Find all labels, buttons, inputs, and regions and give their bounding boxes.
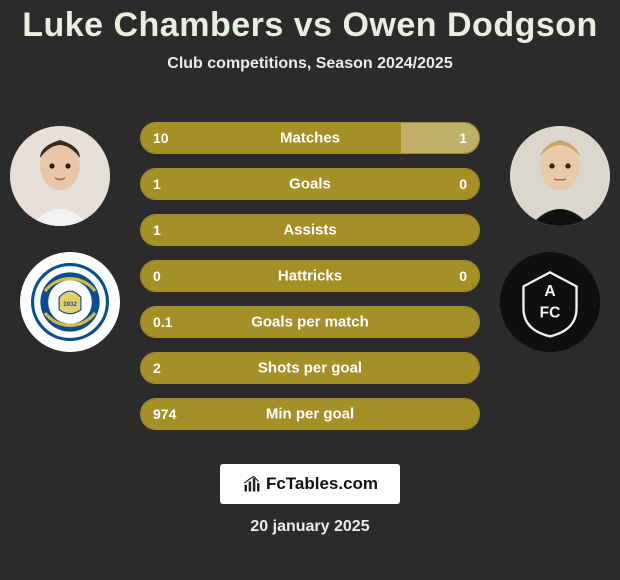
stat-row: 0.1 Goals per match	[140, 306, 480, 338]
subtitle: Club competitions, Season 2024/2025	[0, 55, 620, 73]
stat-value-left: 0	[153, 268, 161, 284]
branding-label: FcTables.com	[266, 474, 378, 494]
stat-value-left: 10	[153, 130, 169, 146]
club-left-logo: 1932	[20, 252, 120, 352]
page-title: Luke Chambers vs Owen Dodgson	[0, 0, 620, 45]
bar-fill-right	[401, 123, 479, 153]
stat-value-left: 974	[153, 406, 176, 422]
stat-value-right: 1	[459, 130, 467, 146]
stat-value-left: 1	[153, 176, 161, 192]
stat-label: Hattricks	[278, 268, 342, 285]
stat-row: 974 Min per goal	[140, 398, 480, 430]
stat-value-left: 0.1	[153, 314, 172, 330]
stat-label: Goals per match	[251, 314, 369, 331]
stat-label: Min per goal	[266, 406, 354, 423]
stat-row: 1 Assists	[140, 214, 480, 246]
stat-value-right: 0	[459, 176, 467, 192]
stat-value-right: 0	[459, 268, 467, 284]
stat-row: 2 Shots per goal	[140, 352, 480, 384]
stat-label: Goals	[289, 176, 331, 193]
stat-row: 0 Hattricks 0	[140, 260, 480, 292]
stat-value-left: 1	[153, 222, 161, 238]
player-right-avatar	[510, 126, 610, 226]
stat-bars: 10 Matches 1 1 Goals 0 1 Assists 0 Hattricks 0 0.1 G…	[140, 122, 480, 430]
svg-text:FC: FC	[540, 305, 561, 322]
bars-icon	[242, 474, 262, 494]
stat-label: Shots per goal	[258, 360, 362, 377]
svg-text:A: A	[544, 283, 555, 300]
stat-label: Matches	[280, 130, 340, 147]
club-right-logo: A FC	[500, 252, 600, 352]
stat-value-left: 2	[153, 360, 161, 376]
stat-label: Assists	[283, 222, 336, 239]
stat-row: 1 Goals 0	[140, 168, 480, 200]
bar-fill-left	[141, 123, 401, 153]
stat-row: 10 Matches 1	[140, 122, 480, 154]
date-label: 20 january 2025	[250, 518, 369, 536]
svg-text:1932: 1932	[63, 301, 77, 308]
player-left-avatar	[10, 126, 110, 226]
branding-badge: FcTables.com	[220, 464, 400, 504]
